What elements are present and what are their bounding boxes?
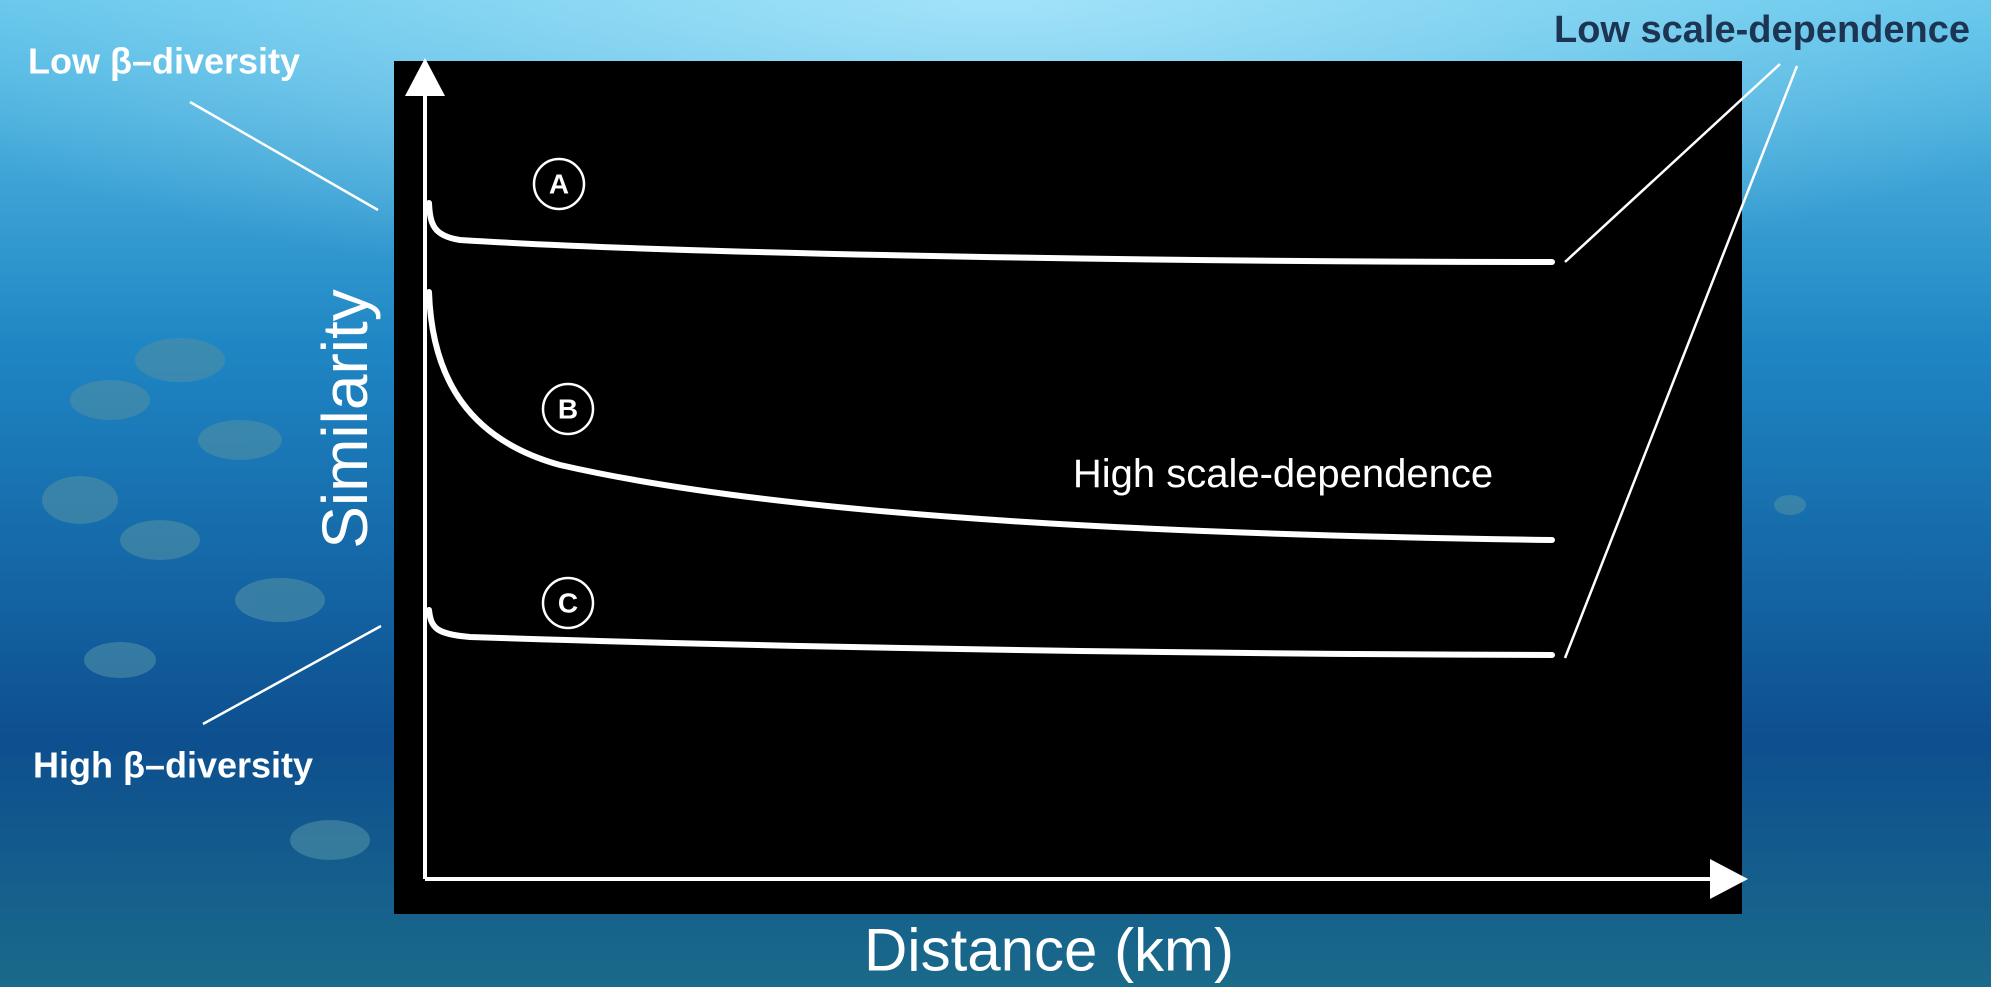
annotation: Low scale-dependence	[1554, 9, 1970, 51]
badge-label: A	[549, 169, 569, 200]
curves	[426, 200, 1555, 658]
fish	[42, 338, 1806, 860]
curve-c	[426, 607, 1555, 658]
x-arrow	[1710, 859, 1748, 899]
annotation: High β–diversity	[33, 745, 313, 786]
curve-note: High scale-dependence	[1073, 452, 1493, 496]
annotation: Low β–diversity	[28, 41, 300, 82]
curve-badges	[532, 157, 595, 630]
badge-label: B	[558, 394, 578, 425]
x-axis-label: Distance (km)	[864, 917, 1234, 984]
leader-lines	[189, 63, 1799, 726]
y-arrow	[405, 58, 445, 96]
badge-a	[532, 157, 586, 211]
curve-b	[426, 289, 1555, 543]
badge-b	[541, 382, 595, 436]
badge-label: C	[558, 588, 578, 619]
curve-a	[426, 200, 1555, 265]
badge-c	[541, 576, 595, 630]
axes	[423, 95, 1712, 881]
y-axis-label: Similarity	[309, 289, 381, 549]
plot-area	[394, 61, 1742, 914]
